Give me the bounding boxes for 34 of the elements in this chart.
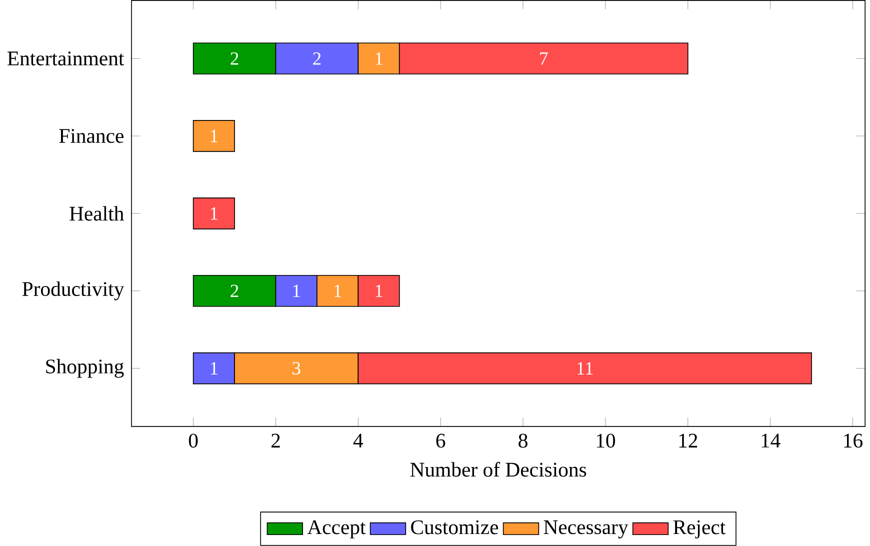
y-tick-label: Finance	[59, 129, 124, 143]
y-tick-label: Shopping	[46, 358, 124, 378]
data-label: 2	[230, 284, 238, 298]
y-tick-label: Health	[70, 206, 124, 221]
data-label: 1	[210, 362, 218, 375]
x-tick-label: 4	[353, 434, 364, 448]
legend-label: Accept	[307, 520, 366, 539]
data-label: 1	[376, 284, 382, 298]
data-label: 2	[230, 52, 238, 65]
x-tick-label: 8	[518, 434, 528, 448]
x-tick-label: 2	[271, 434, 280, 448]
data-label: 1	[376, 52, 382, 65]
legend-label: Customize	[411, 520, 498, 534]
data-label: 1	[334, 284, 342, 298]
x-tick-label: 14	[762, 434, 780, 448]
x-tick-label: 12	[679, 434, 698, 448]
bar	[192, 198, 235, 230]
data-label: 1	[210, 207, 218, 220]
y-tick-label: Entertainment	[7, 52, 124, 66]
data-label: 3	[292, 362, 300, 375]
x-tick-label: 10	[596, 434, 616, 448]
bar	[192, 120, 235, 152]
x-tick-label: 6	[436, 434, 446, 448]
x-tick-label: 0	[188, 434, 198, 448]
data-label: 1	[210, 130, 218, 142]
y-tick-label: Productivity	[22, 282, 124, 300]
data-label: 11	[578, 362, 593, 375]
legend-label: Necessary	[544, 520, 628, 539]
legend-label: Reject	[673, 520, 726, 539]
x-axis-title: Number of Decisions	[410, 462, 586, 477]
data-label: 7	[540, 52, 548, 65]
x-tick-label: 16	[844, 434, 862, 448]
data-label: 1	[293, 284, 300, 298]
data-label: 2	[313, 52, 321, 65]
